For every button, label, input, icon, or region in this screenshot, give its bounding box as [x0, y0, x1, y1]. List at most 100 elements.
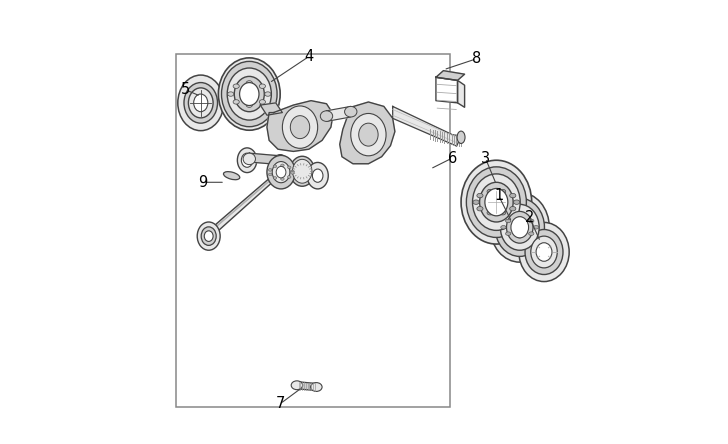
- Polygon shape: [267, 101, 333, 151]
- Text: 5: 5: [181, 82, 190, 97]
- Text: 9: 9: [198, 175, 207, 190]
- Ellipse shape: [288, 176, 291, 178]
- Ellipse shape: [265, 92, 271, 96]
- Ellipse shape: [311, 383, 322, 392]
- Ellipse shape: [197, 222, 220, 250]
- Ellipse shape: [269, 169, 272, 171]
- Ellipse shape: [505, 232, 511, 235]
- Ellipse shape: [461, 160, 531, 244]
- Ellipse shape: [513, 200, 520, 204]
- Ellipse shape: [344, 107, 357, 117]
- Ellipse shape: [233, 100, 240, 104]
- Ellipse shape: [205, 231, 213, 242]
- Ellipse shape: [194, 94, 207, 112]
- Ellipse shape: [273, 177, 277, 179]
- Ellipse shape: [269, 173, 272, 176]
- Ellipse shape: [359, 123, 378, 146]
- Ellipse shape: [267, 155, 295, 189]
- Ellipse shape: [290, 171, 294, 174]
- Ellipse shape: [457, 131, 465, 143]
- Ellipse shape: [307, 163, 328, 189]
- Ellipse shape: [293, 159, 312, 183]
- Ellipse shape: [189, 88, 213, 118]
- Polygon shape: [436, 71, 464, 80]
- Ellipse shape: [517, 234, 523, 238]
- Text: 4: 4: [304, 49, 314, 64]
- Ellipse shape: [240, 83, 259, 106]
- Ellipse shape: [291, 381, 303, 390]
- Ellipse shape: [500, 204, 539, 250]
- Ellipse shape: [351, 114, 386, 156]
- Ellipse shape: [218, 58, 280, 130]
- Ellipse shape: [477, 206, 483, 211]
- Ellipse shape: [473, 200, 479, 204]
- Polygon shape: [326, 107, 351, 121]
- Ellipse shape: [282, 106, 317, 148]
- Text: 6: 6: [448, 151, 457, 166]
- Ellipse shape: [312, 169, 323, 182]
- Ellipse shape: [531, 236, 557, 268]
- Ellipse shape: [228, 92, 234, 96]
- Ellipse shape: [485, 188, 508, 216]
- Ellipse shape: [511, 217, 529, 238]
- Ellipse shape: [243, 153, 256, 165]
- Ellipse shape: [221, 61, 277, 127]
- Ellipse shape: [178, 75, 223, 131]
- Ellipse shape: [320, 111, 333, 121]
- Ellipse shape: [274, 155, 286, 166]
- Polygon shape: [249, 153, 280, 165]
- Text: 2: 2: [525, 210, 534, 225]
- Ellipse shape: [501, 226, 506, 229]
- Ellipse shape: [499, 210, 506, 215]
- Polygon shape: [340, 102, 395, 164]
- Ellipse shape: [517, 217, 523, 220]
- Ellipse shape: [290, 156, 314, 186]
- Ellipse shape: [510, 194, 516, 198]
- Ellipse shape: [480, 182, 513, 222]
- Ellipse shape: [246, 103, 253, 107]
- Ellipse shape: [246, 81, 253, 85]
- Ellipse shape: [534, 226, 539, 229]
- Ellipse shape: [507, 211, 533, 243]
- Ellipse shape: [519, 222, 569, 281]
- Polygon shape: [392, 107, 461, 146]
- Text: 7: 7: [275, 396, 285, 411]
- Polygon shape: [457, 80, 464, 107]
- Ellipse shape: [290, 170, 294, 173]
- Text: 3: 3: [480, 151, 490, 166]
- Ellipse shape: [281, 178, 284, 180]
- Polygon shape: [203, 165, 287, 240]
- Ellipse shape: [233, 84, 240, 88]
- Ellipse shape: [259, 84, 266, 88]
- Ellipse shape: [510, 206, 516, 211]
- Ellipse shape: [536, 243, 552, 261]
- Ellipse shape: [477, 194, 483, 198]
- Ellipse shape: [467, 167, 526, 238]
- Ellipse shape: [227, 68, 272, 120]
- Ellipse shape: [242, 153, 253, 167]
- Polygon shape: [261, 103, 282, 115]
- Ellipse shape: [276, 166, 286, 178]
- Bar: [176, 54, 450, 407]
- Ellipse shape: [272, 162, 290, 183]
- Ellipse shape: [234, 76, 264, 112]
- Polygon shape: [297, 382, 317, 391]
- Ellipse shape: [487, 210, 493, 215]
- Polygon shape: [436, 77, 457, 103]
- Ellipse shape: [201, 227, 216, 246]
- Ellipse shape: [490, 192, 550, 262]
- Ellipse shape: [223, 172, 240, 180]
- Ellipse shape: [495, 198, 545, 257]
- Ellipse shape: [499, 189, 506, 194]
- Ellipse shape: [505, 219, 511, 223]
- Ellipse shape: [237, 148, 257, 173]
- Ellipse shape: [288, 166, 291, 169]
- Text: 1: 1: [494, 188, 503, 203]
- Ellipse shape: [529, 232, 534, 235]
- Ellipse shape: [472, 174, 521, 230]
- Ellipse shape: [525, 230, 563, 274]
- Ellipse shape: [184, 83, 218, 123]
- Ellipse shape: [290, 116, 309, 139]
- Ellipse shape: [273, 165, 277, 168]
- Ellipse shape: [487, 189, 493, 194]
